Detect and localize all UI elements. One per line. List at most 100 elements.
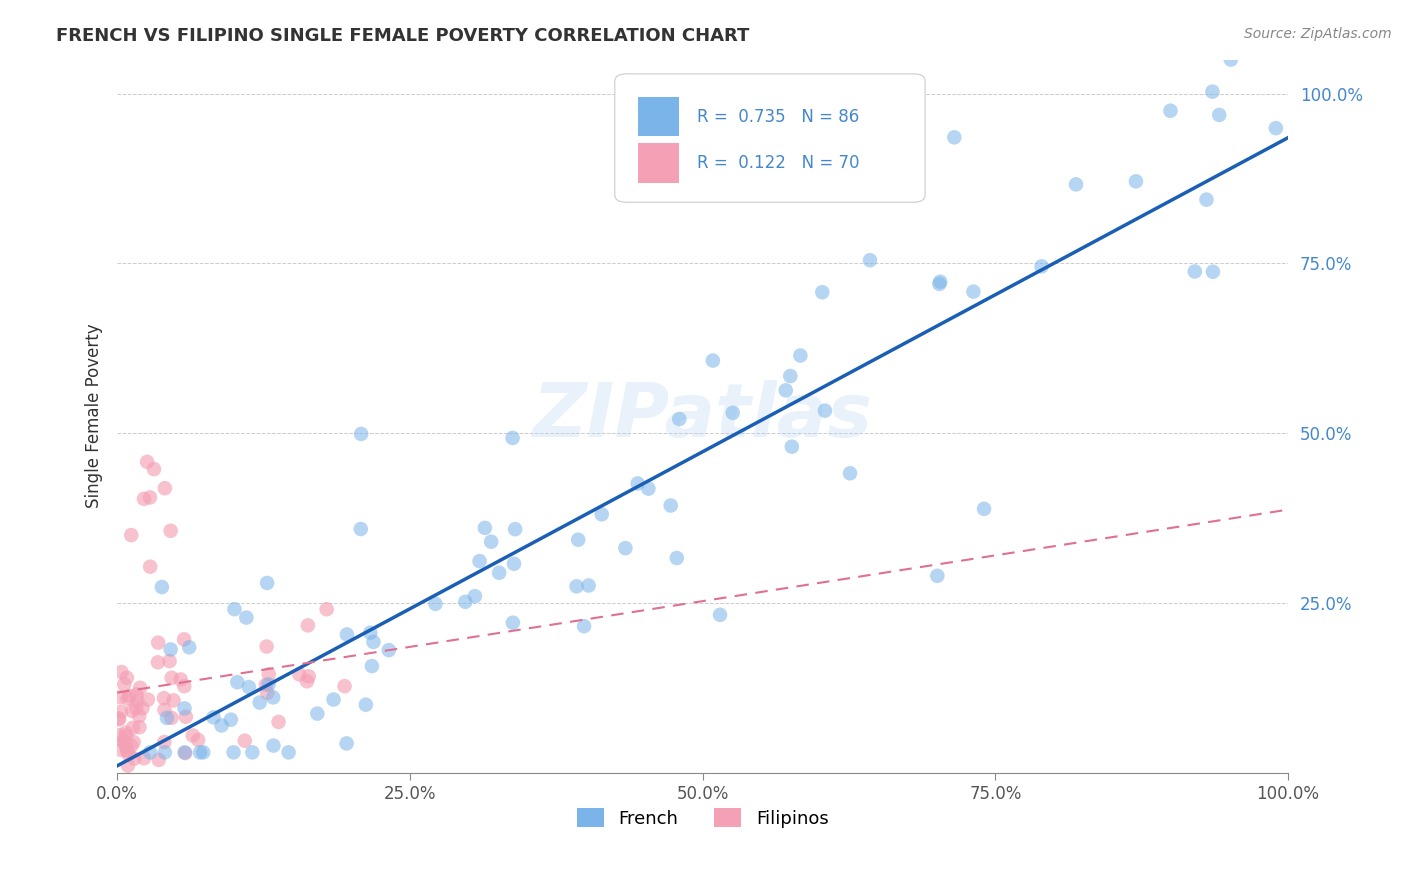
- Point: [211, 718, 233, 732]
- Point: [350, 426, 373, 441]
- Point: [174, 710, 197, 724]
- Point: [202, 710, 225, 724]
- Point: [468, 554, 491, 568]
- Text: Source: ZipAtlas.com: Source: ZipAtlas.com: [1244, 27, 1392, 41]
- Point: [295, 674, 318, 689]
- Point: [112, 734, 135, 748]
- Point: [488, 566, 510, 580]
- Point: [256, 576, 278, 591]
- Point: [702, 353, 724, 368]
- Point: [127, 694, 149, 708]
- Point: [193, 745, 215, 759]
- Point: [150, 580, 173, 594]
- Point: [187, 732, 209, 747]
- Point: [132, 751, 155, 765]
- Point: [973, 501, 995, 516]
- Point: [578, 578, 600, 592]
- Point: [839, 467, 862, 481]
- Point: [107, 711, 129, 725]
- FancyBboxPatch shape: [614, 74, 925, 202]
- Point: [139, 559, 162, 574]
- Point: [224, 602, 246, 616]
- Point: [333, 679, 356, 693]
- Point: [363, 635, 385, 649]
- Point: [143, 462, 166, 476]
- Point: [789, 349, 811, 363]
- Point: [659, 499, 682, 513]
- Point: [1064, 178, 1087, 192]
- Point: [112, 735, 135, 749]
- Point: [110, 665, 132, 679]
- Point: [859, 253, 882, 268]
- Point: [148, 753, 170, 767]
- Point: [125, 688, 148, 702]
- Point: [780, 440, 803, 454]
- Point: [943, 130, 966, 145]
- Point: [160, 711, 183, 725]
- Point: [160, 671, 183, 685]
- Point: [591, 508, 613, 522]
- Point: [1201, 85, 1223, 99]
- Point: [136, 692, 159, 706]
- Y-axis label: Single Female Poverty: Single Female Poverty: [86, 324, 103, 508]
- Point: [962, 285, 984, 299]
- Point: [359, 625, 381, 640]
- Point: [125, 701, 148, 715]
- Point: [108, 713, 131, 727]
- Point: [128, 709, 150, 723]
- Point: [814, 403, 837, 417]
- Point: [131, 701, 153, 715]
- Text: ZIPatlas: ZIPatlas: [533, 380, 873, 452]
- Point: [775, 384, 797, 398]
- Point: [257, 667, 280, 681]
- Point: [112, 677, 135, 691]
- Point: [121, 721, 143, 735]
- Point: [1219, 53, 1241, 67]
- Point: [110, 705, 132, 719]
- Point: [188, 745, 211, 759]
- Point: [110, 743, 132, 757]
- Point: [136, 455, 159, 469]
- Point: [173, 679, 195, 693]
- Point: [668, 412, 690, 426]
- Point: [159, 524, 181, 538]
- Point: [262, 739, 284, 753]
- Point: [249, 696, 271, 710]
- Point: [721, 406, 744, 420]
- Point: [108, 728, 131, 742]
- Point: [174, 746, 197, 760]
- Point: [153, 745, 176, 759]
- Legend: French, Filipinos: French, Filipinos: [569, 801, 835, 835]
- Point: [118, 747, 141, 762]
- Point: [614, 541, 637, 556]
- Point: [122, 752, 145, 766]
- Point: [114, 725, 136, 739]
- Point: [565, 579, 588, 593]
- Point: [262, 690, 284, 705]
- Point: [1195, 193, 1218, 207]
- Point: [361, 659, 384, 673]
- Point: [153, 691, 176, 706]
- Point: [122, 735, 145, 749]
- Point: [1208, 108, 1230, 122]
- Point: [238, 680, 260, 694]
- FancyBboxPatch shape: [638, 97, 679, 136]
- Point: [115, 739, 138, 754]
- Point: [219, 713, 242, 727]
- Point: [474, 521, 496, 535]
- Point: [120, 528, 142, 542]
- Point: [315, 602, 337, 616]
- FancyBboxPatch shape: [638, 144, 679, 183]
- Point: [115, 744, 138, 758]
- Point: [336, 627, 359, 641]
- Point: [502, 615, 524, 630]
- Point: [378, 643, 401, 657]
- Point: [139, 745, 162, 759]
- Point: [115, 728, 138, 742]
- Point: [121, 704, 143, 718]
- Point: [297, 618, 319, 632]
- Point: [350, 522, 373, 536]
- Point: [567, 533, 589, 547]
- Point: [307, 706, 329, 721]
- Point: [153, 703, 176, 717]
